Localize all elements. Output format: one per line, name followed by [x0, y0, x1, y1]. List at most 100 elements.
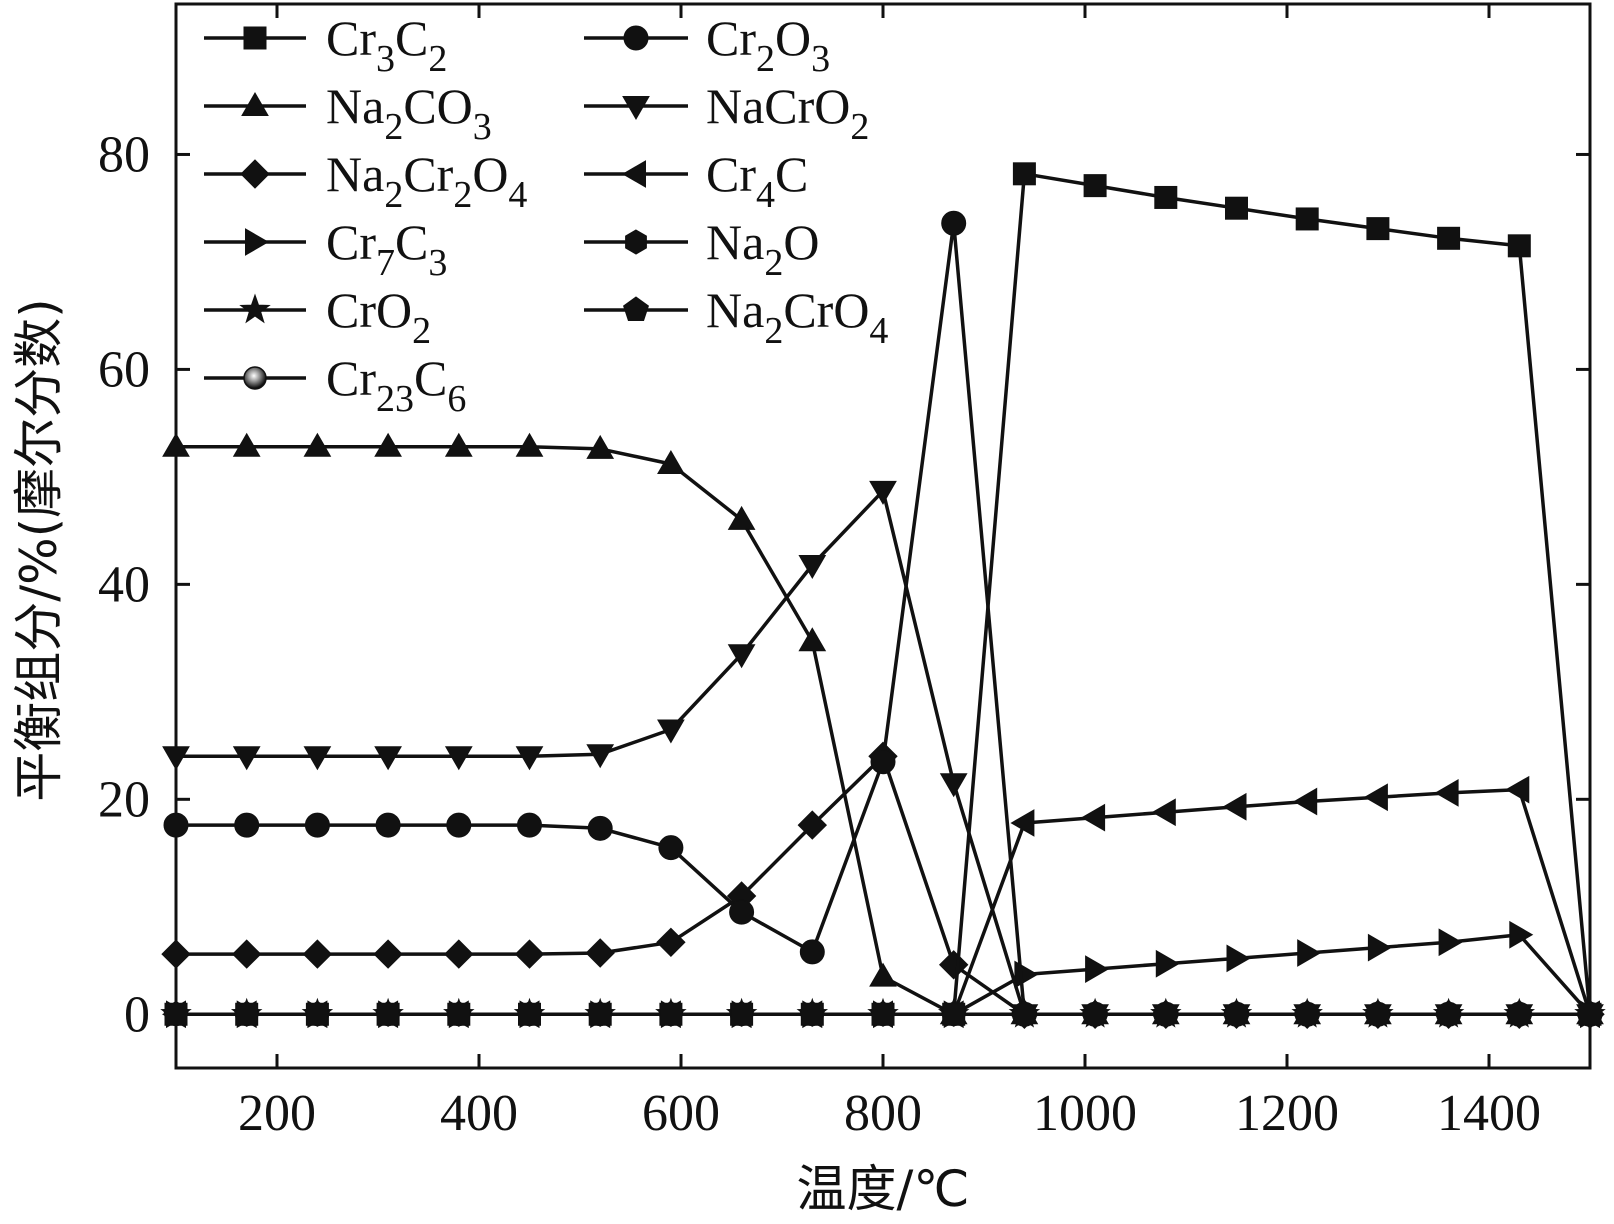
data-point-NaCrO2	[727, 644, 756, 669]
y-tick-label: 20	[98, 771, 150, 828]
data-point-NaCrO2	[374, 746, 402, 771]
data-point-Cr3C2	[164, 1002, 188, 1026]
data-point-Cr2O3	[1224, 1001, 1249, 1027]
legend-marker-Cr3C2	[243, 26, 267, 50]
data-point-Na2CO3	[869, 962, 897, 987]
x-axis-title: 温度/℃	[797, 1160, 970, 1218]
data-point-Na2Cr2O4	[161, 939, 191, 969]
x-tick-label: 200	[238, 1085, 316, 1142]
data-point-Cr2O3	[1011, 1001, 1037, 1027]
data-point-Cr3C2	[1154, 185, 1178, 209]
data-point-Na2CO3	[374, 432, 402, 457]
data-point-Na2CO3	[798, 627, 827, 652]
data-point-Cr4C	[1010, 809, 1035, 837]
legend-label-Cr7C3: Cr7C3	[326, 214, 447, 284]
data-point-Cr3C2	[518, 1002, 541, 1026]
data-point-NaCrO2	[657, 719, 685, 744]
data-point-Cr2O3	[1153, 1001, 1179, 1027]
data-point-Na2CO3	[657, 450, 685, 474]
legend-marker-Cr23C6	[243, 366, 267, 390]
legend-entry-CrO2: CrO2	[204, 282, 431, 352]
data-point-Cr3C2	[1083, 174, 1107, 198]
data-point-Cr7C3	[1367, 933, 1392, 962]
legend-label-CrO2: CrO2	[326, 282, 431, 352]
data-point-Cr3C2	[1366, 217, 1390, 241]
data-point-Cr2O3	[304, 812, 330, 838]
y-axis-title: 平衡组分/%(摩尔分数)	[10, 298, 68, 801]
data-point-Na2Cr2O4	[585, 938, 615, 968]
legend-label-Cr2O3: Cr2O3	[706, 10, 830, 80]
series-Cr4C	[162, 775, 1600, 1029]
legend-marker-Cr4C	[622, 160, 646, 188]
y-tick-label: 80	[98, 126, 150, 183]
legend-entry-Cr3C2: Cr3C2	[204, 10, 447, 80]
legend-label-Cr23C6: Cr23C6	[326, 350, 466, 420]
legend-marker-Cr7C3	[245, 228, 269, 256]
data-point-NaCrO2	[798, 555, 827, 579]
x-tick-label: 600	[642, 1085, 720, 1142]
y-tick-label: 40	[98, 556, 150, 613]
data-point-Na2CO3	[162, 432, 190, 457]
data-point-Na2CO3	[586, 434, 615, 459]
data-point-Cr2O3	[375, 812, 401, 838]
data-point-NaCrO2	[869, 480, 897, 505]
legend-label-NaCrO2: NaCrO2	[706, 78, 869, 148]
legend-label-Na2CrO4: Na2CrO4	[706, 282, 888, 352]
legend-entry-Na2Cr2O4: Na2Cr2O4	[204, 146, 527, 216]
data-point-Cr7C3	[1297, 939, 1322, 967]
legend-label-Na2Cr2O4: Na2Cr2O4	[326, 146, 527, 216]
data-point-Cr4C	[1151, 798, 1176, 827]
x-tick-label: 1200	[1235, 1085, 1339, 1142]
data-point-Cr7C3	[1155, 949, 1180, 978]
legend-entry-Cr23C6: Cr23C6	[204, 350, 466, 420]
legend: Cr3C2 Cr2O3 Na2CO3 NaCrO2 Na2Cr2O4 Cr4C Cr7C3 N…	[204, 10, 888, 420]
data-point-Cr2O3	[587, 815, 613, 841]
data-point-Cr2O3	[163, 812, 189, 838]
data-point-Cr3C2	[305, 1002, 329, 1026]
data-point-Cr3C2	[800, 1002, 824, 1026]
data-point-Cr3C2	[1507, 234, 1531, 258]
legend-marker-Na2CO3	[241, 92, 269, 116]
data-point-Na2Cr2O4	[797, 810, 828, 840]
legend-marker-Na2Cr2O4	[240, 159, 270, 189]
data-point-Cr2O3	[729, 899, 755, 925]
data-point-Cr2O3	[941, 210, 967, 236]
series-Na2CO3	[162, 432, 1604, 1025]
data-point-Cr4C	[1222, 792, 1247, 821]
data-point-NaCrO2	[939, 773, 968, 798]
data-point-Cr2O3	[517, 812, 542, 838]
data-point-Cr3C2	[730, 1002, 754, 1026]
legend-entry-Na2CO3: Na2CO3	[204, 78, 492, 148]
data-point-Cr3C2	[588, 1002, 612, 1026]
legend-entry-Cr2O3: Cr2O3	[584, 10, 830, 80]
data-point-Na2Cr2O4	[656, 927, 686, 958]
x-tick-label: 800	[844, 1085, 922, 1142]
x-tick-label: 1000	[1033, 1085, 1137, 1142]
data-point-Cr3C2	[659, 1002, 683, 1026]
data-point-Cr4C	[1434, 779, 1459, 807]
y-tick-label: 0	[124, 986, 150, 1043]
data-point-Cr3C2	[1012, 162, 1036, 186]
data-point-Na2CO3	[444, 432, 473, 457]
data-point-Cr3C2	[1225, 196, 1248, 220]
data-point-Na2Cr2O4	[938, 950, 969, 980]
data-point-NaCrO2	[232, 746, 261, 771]
legend-marker-NaCrO2	[622, 96, 650, 120]
x-tick-label: 400	[440, 1085, 518, 1142]
legend-label-Na2CO3: Na2CO3	[326, 78, 492, 148]
legend-entry-Cr4C: Cr4C	[584, 146, 808, 216]
data-point-Cr2O3	[446, 812, 472, 838]
data-point-Na2CO3	[727, 505, 756, 530]
data-point-Na2Cr2O4	[231, 939, 262, 969]
data-point-Na2CO3	[515, 432, 544, 457]
legend-label-Na2O: Na2O	[706, 214, 819, 284]
data-point-Cr2O3	[1294, 1001, 1320, 1027]
series-Cr2O3	[163, 210, 1603, 1027]
y-tick-label: 60	[98, 341, 150, 398]
legend-entry-Na2O: Na2O	[584, 214, 819, 284]
data-point-Na2Cr2O4	[302, 939, 333, 969]
data-point-Na2CO3	[303, 432, 332, 457]
data-point-NaCrO2	[444, 746, 473, 771]
data-point-Cr3C2	[1437, 226, 1461, 250]
